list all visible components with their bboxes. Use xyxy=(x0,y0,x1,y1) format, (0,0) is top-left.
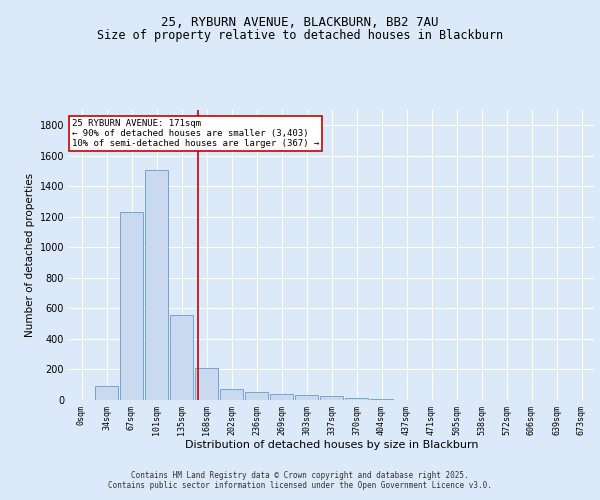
Text: 25, RYBURN AVENUE, BLACKBURN, BB2 7AU: 25, RYBURN AVENUE, BLACKBURN, BB2 7AU xyxy=(161,16,439,29)
Text: Contains public sector information licensed under the Open Government Licence v3: Contains public sector information licen… xyxy=(108,482,492,490)
Bar xyxy=(344,398,368,400)
Y-axis label: Number of detached properties: Number of detached properties xyxy=(25,173,35,337)
Bar xyxy=(194,368,218,400)
Bar xyxy=(170,314,193,400)
Text: Contains HM Land Registry data © Crown copyright and database right 2025.: Contains HM Land Registry data © Crown c… xyxy=(131,472,469,480)
Bar xyxy=(295,396,319,400)
Bar xyxy=(370,399,394,400)
Text: 25 RYBURN AVENUE: 171sqm
← 90% of detached houses are smaller (3,403)
10% of sem: 25 RYBURN AVENUE: 171sqm ← 90% of detach… xyxy=(71,118,319,148)
X-axis label: Distribution of detached houses by size in Blackburn: Distribution of detached houses by size … xyxy=(185,440,478,450)
Bar xyxy=(220,390,244,400)
Bar xyxy=(269,394,293,400)
Bar xyxy=(245,392,268,400)
Text: Size of property relative to detached houses in Blackburn: Size of property relative to detached ho… xyxy=(97,30,503,43)
Bar xyxy=(95,386,118,400)
Bar xyxy=(145,170,169,400)
Bar xyxy=(119,212,143,400)
Bar xyxy=(320,396,343,400)
